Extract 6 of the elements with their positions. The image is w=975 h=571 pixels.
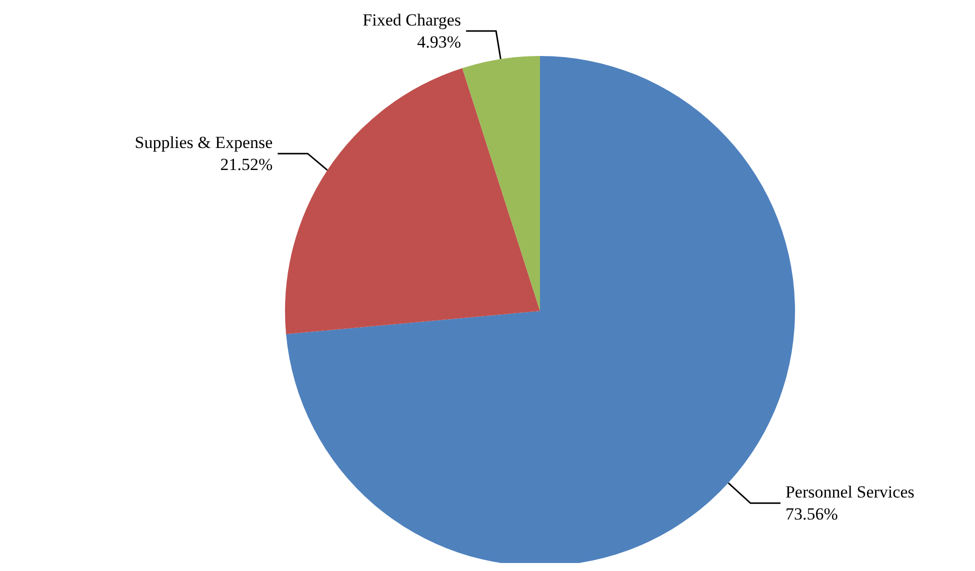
slice-label: Personnel Services bbox=[785, 482, 914, 502]
slice-label: Supplies & Expense bbox=[134, 133, 273, 152]
data-label: 4.93% bbox=[417, 32, 462, 52]
data-label: 21.52% bbox=[220, 155, 273, 174]
data-label: 73.56% bbox=[785, 504, 838, 524]
slice-label: Fixed Charges bbox=[362, 10, 462, 30]
